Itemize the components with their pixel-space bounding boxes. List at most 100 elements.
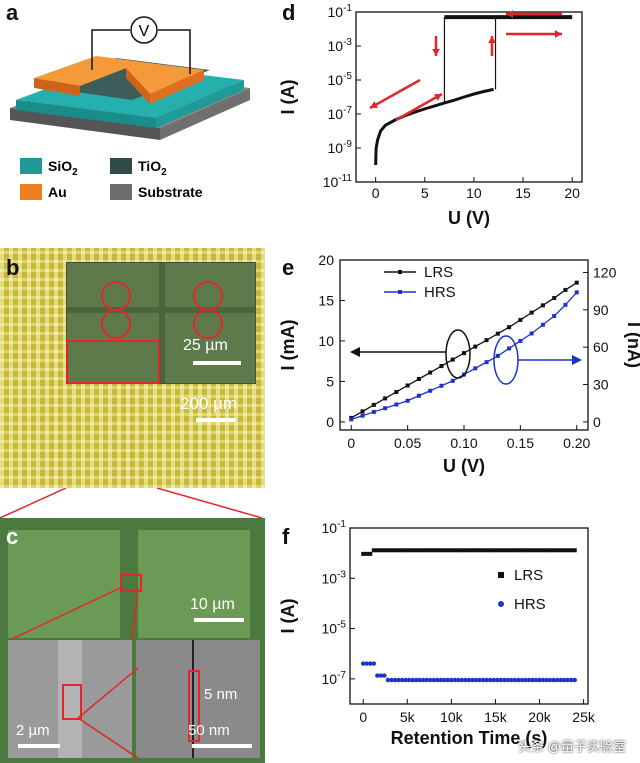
point-e-LRS-5 — [405, 383, 410, 388]
point-f-LRS-49 — [533, 548, 538, 553]
point-f-HRS-60 — [572, 677, 577, 683]
point-e-HRS-1 — [360, 413, 365, 418]
legend-marker-f-HRS — [498, 601, 504, 607]
ytick-label-f-1: 10-3 — [322, 569, 347, 586]
point-f-LRS-0 — [361, 551, 366, 556]
point-f-HRS-46 — [523, 677, 528, 683]
xtick-label-e-0: 0 — [347, 435, 355, 451]
point-e-HRS-12 — [484, 360, 489, 365]
xtick-label-d-1: 5 — [421, 185, 429, 201]
ytick-left-label-e-3: 15 — [318, 292, 334, 308]
watermark: 头条 @量子实验室 — [518, 739, 626, 754]
xaxis-label-d: U (V) — [448, 208, 490, 228]
legend-label-e-LRS: LRS — [424, 264, 453, 281]
point-f-LRS-8 — [389, 548, 394, 553]
zoom-inset: 25 µm — [66, 262, 256, 384]
point-f-HRS-28 — [459, 677, 465, 683]
scale-label-bottom-left: 2 µm — [16, 722, 50, 739]
point-f-HRS-33 — [477, 677, 482, 683]
arrowhead-d-2 — [432, 48, 440, 56]
point-f-HRS-49 — [533, 677, 539, 683]
panel-label-e: e — [282, 255, 295, 280]
point-e-HRS-11 — [473, 366, 478, 371]
ytick-label-d-5: 10-11 — [323, 173, 353, 190]
point-f-LRS-10 — [396, 548, 401, 553]
arrowhead-right-e — [572, 355, 582, 365]
xtick-label-e-4: 0.20 — [563, 435, 590, 451]
point-f-HRS-51 — [540, 677, 546, 683]
point-f-HRS-2 — [368, 661, 373, 666]
panel-label-f: f — [282, 524, 290, 549]
point-f-HRS-22 — [438, 677, 443, 683]
ytick-label-f-3: 10-7 — [322, 670, 347, 687]
point-f-HRS-24 — [445, 677, 451, 683]
sem-image: 10 µm 2 µm 5 nm 50 nm — [0, 518, 265, 763]
point-f-LRS-7 — [385, 548, 390, 553]
xaxis-label-f: Retention Time (s) — [391, 728, 548, 748]
point-f-HRS-45 — [519, 677, 525, 683]
point-f-HRS-1 — [364, 661, 369, 666]
hrs-ellipse-e — [493, 335, 519, 385]
point-f-LRS-43 — [512, 548, 517, 553]
point-f-LRS-34 — [481, 548, 486, 553]
point-e-HRS-17 — [540, 322, 545, 327]
point-f-LRS-20 — [431, 548, 436, 553]
point-f-HRS-40 — [502, 677, 507, 683]
point-e-HRS-0 — [349, 417, 354, 422]
point-e-LRS-15 — [518, 317, 523, 322]
point-f-LRS-25 — [449, 548, 454, 553]
ytick-right-label-e-0: 0 — [593, 414, 601, 430]
scale-label-top: 10 µm — [190, 596, 235, 613]
yaxis-label-left-e: I (mA) — [278, 320, 298, 371]
point-f-HRS-15 — [413, 677, 419, 683]
ytick-left-label-e-4: 20 — [318, 252, 334, 268]
point-f-HRS-20 — [431, 677, 436, 683]
legend-au: Au — [48, 184, 67, 200]
xaxis-label-e: U (V) — [443, 456, 485, 476]
point-f-LRS-12 — [403, 548, 408, 553]
arrowhead-left-e — [350, 347, 360, 357]
xtick-label-d-3: 15 — [515, 185, 531, 201]
legend-marker-f-LRS — [498, 572, 504, 578]
point-f-LRS-23 — [442, 548, 447, 553]
ytick-right-label-e-2: 60 — [593, 339, 609, 355]
arrow-d-4 — [369, 78, 421, 110]
point-f-HRS-17 — [420, 677, 426, 683]
point-f-HRS-19 — [428, 677, 433, 683]
point-e-LRS-7 — [428, 370, 433, 375]
point-f-LRS-45 — [519, 548, 524, 553]
point-f-HRS-31 — [470, 677, 475, 683]
point-e-HRS-13 — [495, 353, 500, 358]
point-f-HRS-23 — [442, 677, 447, 683]
xtick-label-f-3: 15k — [484, 709, 508, 725]
point-f-HRS-30 — [466, 677, 472, 683]
point-e-LRS-9 — [450, 357, 455, 362]
point-e-LRS-13 — [495, 331, 500, 336]
xtick-label-f-0: 0 — [359, 709, 367, 725]
point-e-LRS-2 — [371, 402, 376, 407]
point-e-HRS-14 — [507, 346, 512, 351]
point-f-HRS-16 — [417, 677, 422, 683]
point-f-LRS-48 — [530, 548, 535, 553]
point-f-HRS-8 — [389, 677, 394, 683]
point-f-LRS-39 — [498, 548, 503, 553]
zoom-box — [66, 340, 160, 384]
point-f-LRS-44 — [516, 548, 521, 553]
point-f-HRS-55 — [554, 677, 560, 683]
ytick-label-f-0: 10-1 — [322, 519, 347, 536]
voltmeter-icon — [130, 16, 158, 44]
point-e-HRS-5 — [405, 398, 410, 403]
point-f-HRS-54 — [551, 677, 556, 683]
point-e-HRS-4 — [394, 402, 399, 407]
point-f-LRS-35 — [484, 548, 489, 553]
point-f-HRS-41 — [505, 677, 510, 683]
point-f-HRS-14 — [410, 677, 415, 683]
point-e-LRS-18 — [552, 296, 557, 301]
point-f-HRS-35 — [484, 677, 489, 683]
point-e-LRS-19 — [563, 287, 568, 292]
point-f-HRS-32 — [473, 677, 479, 683]
point-f-LRS-59 — [569, 548, 574, 553]
point-e-HRS-15 — [518, 338, 523, 343]
ytick-left-label-e-1: 5 — [326, 373, 334, 389]
arrowhead-d-5 — [434, 94, 442, 101]
